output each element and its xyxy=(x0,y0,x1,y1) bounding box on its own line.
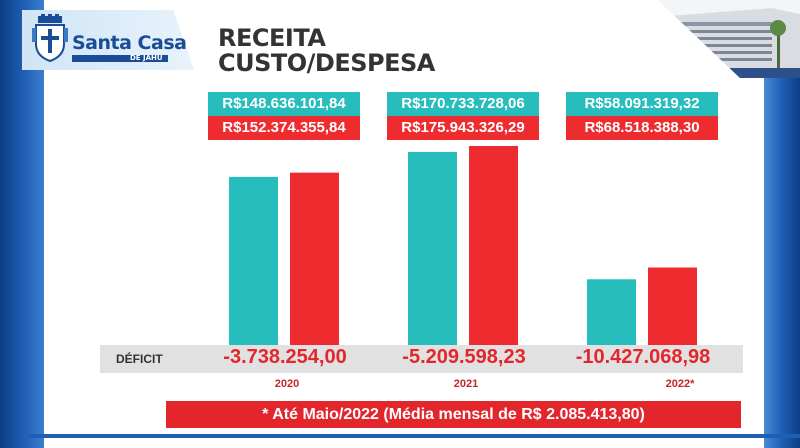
custo-bar-2021 xyxy=(469,146,518,345)
custo-bar-2022 xyxy=(648,267,697,345)
crest-icon xyxy=(32,14,68,62)
year-label-2020: 2020 xyxy=(274,378,300,390)
year-label-2021: 2021 xyxy=(453,378,479,390)
logo-subtitle: DE JAHU xyxy=(130,54,163,62)
title-line-custo: CUSTO/DESPESA xyxy=(218,49,435,77)
receita-label-2020: R$148.636.101,84 xyxy=(208,92,360,116)
receita-label-2022: R$58.091.319,32 xyxy=(566,92,718,116)
receita-bar-2022 xyxy=(587,279,636,345)
chart-title: RECEITA CUSTO/DESPESA xyxy=(218,26,435,76)
footnote-banner: * Até Maio/2022 (Média mensal de R$ 2.08… xyxy=(166,401,741,428)
logo-subtitle-bar xyxy=(72,55,168,62)
receita-bar-2020 xyxy=(229,176,278,345)
deficit-value-2021: -5.209.598,23 xyxy=(402,346,526,368)
bottom-divider xyxy=(28,434,800,438)
custo-bar-2020 xyxy=(290,172,339,345)
receita-bar-2021 xyxy=(408,151,457,345)
deficit-value-2022: -10.427.068,98 xyxy=(575,346,711,368)
receita-label-2021: R$170.733.728,06 xyxy=(387,92,539,116)
deficit-value-2020: -3.738.254,00 xyxy=(223,346,347,368)
logo-title: Santa Casa xyxy=(72,32,187,54)
custo-label-2020: R$152.374.355,84 xyxy=(208,116,360,140)
deficit-label: DÉFICIT xyxy=(116,352,163,366)
deficit-strip xyxy=(100,345,743,373)
custo-label-2022: R$68.518.388,30 xyxy=(566,116,718,140)
right-decorative-band xyxy=(764,60,800,448)
year-label-2022: 2022* xyxy=(665,378,695,390)
title-line-receita: RECEITA xyxy=(218,24,326,52)
custo-label-2021: R$175.943.326,29 xyxy=(387,116,539,140)
left-decorative-band xyxy=(0,0,44,448)
